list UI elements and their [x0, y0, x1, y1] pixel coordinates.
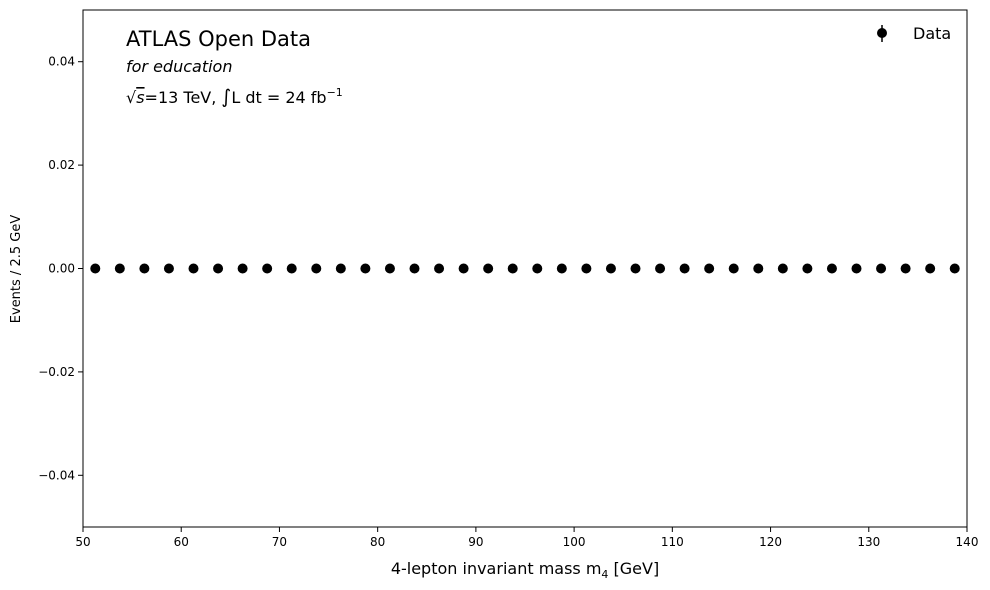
energy-lumi-label: √s=13 TeV, ∫L dt = 24 fb−1 — [126, 86, 343, 108]
data-point — [630, 263, 641, 274]
chart-subtitle: for education — [126, 57, 232, 76]
x-tick-label: 90 — [468, 535, 483, 549]
x-tick-label: 80 — [370, 535, 385, 549]
data-point — [311, 263, 322, 274]
x-tick-label: 60 — [174, 535, 189, 549]
data-point — [753, 263, 764, 274]
x-tick-label: 50 — [75, 535, 90, 549]
sqrt-symbol: √ — [126, 88, 137, 107]
legend: Data — [877, 24, 951, 43]
sqrt-s: s — [136, 88, 144, 107]
y-tick-label: −0.02 — [38, 365, 75, 379]
data-point — [409, 263, 420, 274]
legend-label-data: Data — [913, 24, 951, 43]
x-tick-label: 140 — [956, 535, 979, 549]
data-point — [483, 263, 494, 274]
legend-marker — [877, 28, 887, 38]
y-tick-label: 0.00 — [48, 262, 75, 276]
x-tick-label: 110 — [661, 535, 684, 549]
chart-title: ATLAS Open Data — [126, 27, 311, 51]
x-tick-label: 100 — [563, 535, 586, 549]
data-point — [949, 263, 960, 274]
lumi-exponent: −1 — [327, 86, 343, 99]
data-point — [851, 263, 862, 274]
data-point — [262, 263, 273, 274]
data-point — [458, 263, 469, 274]
data-point — [532, 263, 543, 274]
data-point — [237, 263, 248, 274]
data-point — [556, 263, 567, 274]
data-point — [163, 263, 174, 274]
data-point — [826, 263, 837, 274]
data-point — [876, 263, 887, 274]
data-point — [900, 263, 911, 274]
y-tick-label: −0.04 — [38, 468, 75, 482]
y-tick-label: 0.02 — [48, 158, 75, 172]
data-points — [90, 263, 960, 274]
data-point — [114, 263, 125, 274]
integral-symbol: ∫ — [221, 86, 231, 108]
data-point — [188, 263, 199, 274]
y-tick-label: 0.04 — [48, 55, 75, 69]
data-point — [728, 263, 739, 274]
data-point — [802, 263, 813, 274]
data-point — [139, 263, 150, 274]
data-point — [655, 263, 666, 274]
x-tick-label: 70 — [272, 535, 287, 549]
lumi-text: L dt = 24 fb — [231, 88, 326, 107]
data-point — [925, 263, 936, 274]
data-point — [360, 263, 371, 274]
energy-text: =13 TeV, — [145, 88, 222, 107]
data-point — [213, 263, 224, 274]
data-point — [90, 263, 101, 274]
x-tick-label: 120 — [759, 535, 782, 549]
data-point — [605, 263, 616, 274]
y-axis-label: Events / 2.5 GeV — [9, 215, 24, 324]
data-point — [286, 263, 297, 274]
data-point — [704, 263, 715, 274]
data-point — [335, 263, 346, 274]
data-point — [384, 263, 395, 274]
axis-ticks: 50 60 70 80 90 100 110 120 130 140 −0.04 −0.02 0.00 0… — [38, 55, 978, 549]
x-axis-label: 4-lepton invariant mass m4 [GeV] — [391, 559, 659, 581]
data-point — [434, 263, 445, 274]
data-point — [581, 263, 592, 274]
data-point — [777, 263, 788, 274]
data-point — [679, 263, 690, 274]
data-point — [507, 263, 518, 274]
x-tick-label: 130 — [857, 535, 880, 549]
